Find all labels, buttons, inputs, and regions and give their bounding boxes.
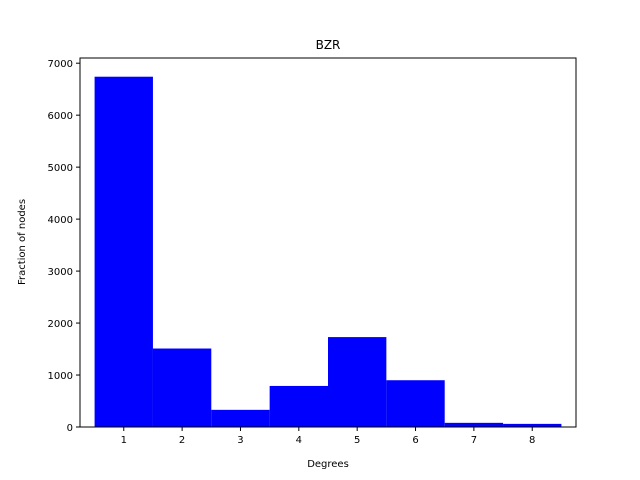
x-tick-label: 1	[121, 435, 127, 446]
x-tick-label: 4	[296, 435, 302, 446]
y-tick-label: 4000	[48, 215, 73, 226]
chart-title: BZR	[316, 38, 341, 52]
y-axis-label: Fraction of nodes	[17, 199, 28, 285]
y-tick-label: 7000	[48, 59, 73, 70]
x-tick-label: 6	[412, 435, 418, 446]
x-axis: 1 2 3 4 5 6 7 8	[121, 427, 535, 446]
y-tick-label: 1000	[48, 371, 73, 382]
bar-2	[152, 348, 212, 427]
y-tick-label: 5000	[48, 163, 73, 174]
bar-4	[269, 385, 328, 427]
x-tick-label: 5	[354, 435, 360, 446]
bar-6	[386, 380, 445, 427]
x-axis-label: Degrees	[307, 459, 349, 470]
y-tick-label: 6000	[48, 111, 73, 122]
x-tick-label: 2	[179, 435, 185, 446]
y-tick-label: 0	[67, 423, 73, 434]
x-tick-label: 7	[471, 435, 477, 446]
y-tick-label: 3000	[48, 267, 73, 278]
bars-group	[94, 76, 562, 427]
plot-frame	[79, 57, 577, 428]
bar-3	[211, 409, 270, 427]
x-tick-label: 8	[529, 435, 535, 446]
y-tick-label: 2000	[48, 319, 73, 330]
x-tick-label: 3	[237, 435, 243, 446]
bar-8	[503, 423, 562, 427]
bar-1	[94, 76, 153, 427]
bar-5	[328, 337, 387, 427]
y-axis: 0 1000 2000 3000 4000 5000 6000 7000	[48, 59, 80, 434]
bar-7	[444, 422, 504, 427]
